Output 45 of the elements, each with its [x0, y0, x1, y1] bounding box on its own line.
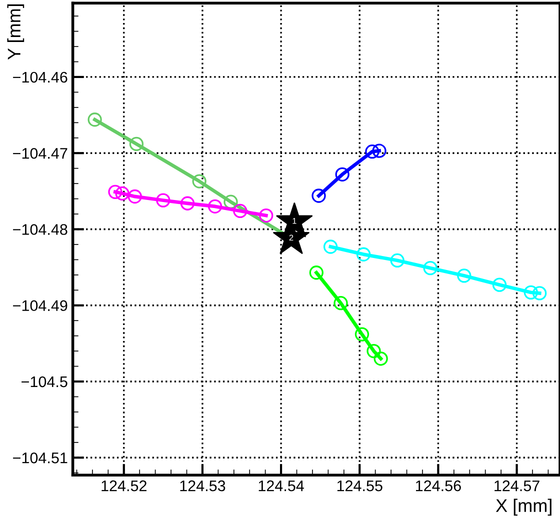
point — [88, 112, 102, 127]
point — [372, 144, 386, 158]
point — [259, 208, 274, 223]
x-tick-label: 124.52 — [102, 480, 146, 492]
annotation: 1 — [292, 218, 296, 224]
x-tick-label: 124.53 — [180, 480, 226, 492]
point — [335, 167, 350, 182]
point — [156, 193, 170, 208]
x-tick-label: 124.56 — [416, 480, 461, 492]
y-tick-label: −104.49 — [13, 300, 68, 312]
point — [192, 174, 206, 188]
x-axis-title: X [mm] — [496, 498, 552, 516]
annotation: 2 — [289, 234, 294, 241]
point — [323, 240, 338, 254]
point — [374, 352, 388, 366]
point — [115, 186, 130, 201]
y-tick-label: −104.51 — [13, 452, 68, 464]
point — [492, 278, 507, 292]
point — [128, 189, 142, 204]
point — [180, 196, 195, 210]
point — [108, 184, 122, 200]
point — [129, 136, 144, 152]
y-tick-label: −104.47 — [13, 148, 68, 159]
point — [334, 296, 348, 310]
point — [366, 344, 381, 358]
point — [532, 286, 547, 300]
point — [233, 204, 248, 218]
x-tick-label: 124.54 — [258, 480, 304, 492]
point — [356, 247, 371, 262]
point — [423, 260, 438, 276]
point — [457, 268, 472, 283]
point — [524, 285, 538, 300]
point — [390, 253, 404, 268]
y-tick-label: −104.46 — [13, 72, 68, 83]
point — [224, 194, 238, 209]
x-tick-label: 124.55 — [337, 480, 382, 492]
point — [312, 188, 326, 203]
x-tick-label: 124.57 — [494, 480, 540, 492]
y-axis-title: Y [mm] — [7, 4, 24, 60]
y-tick-label: −104.48 — [13, 224, 68, 235]
point — [354, 327, 370, 342]
point — [365, 144, 380, 159]
point — [309, 266, 324, 280]
y-tick-label: −104.5 — [22, 376, 68, 388]
point — [208, 199, 222, 214]
